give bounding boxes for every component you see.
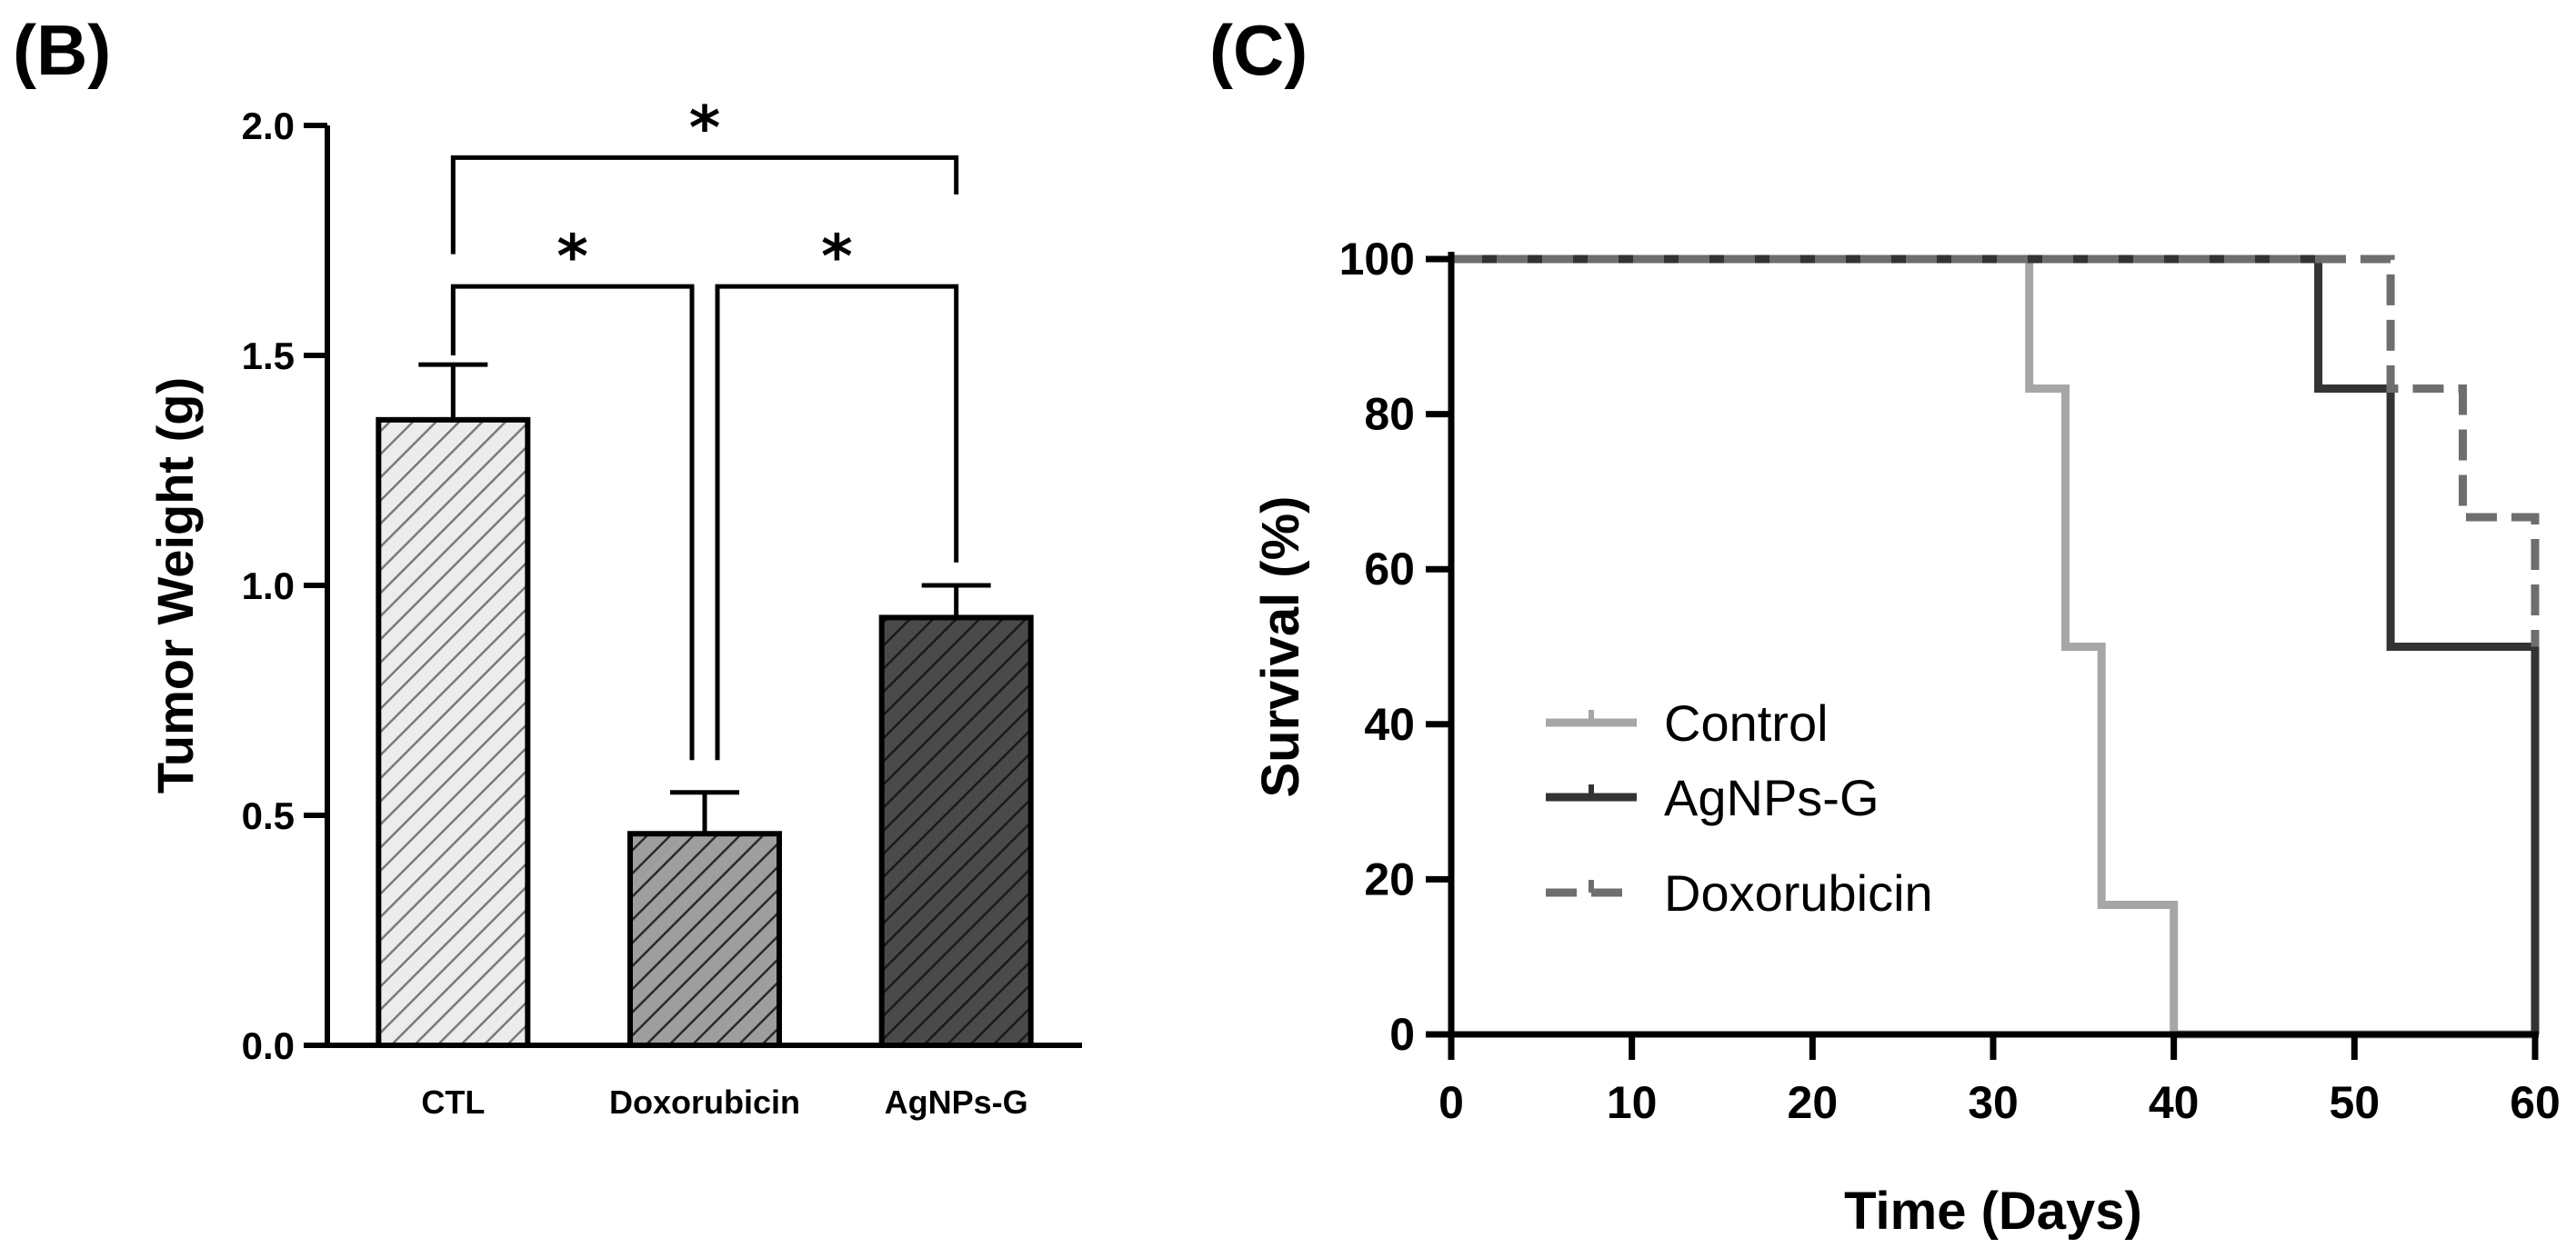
survival-chart: 0 20 40 60 80 100 0 10 20 30 40 50 60 Time (Days) Surv… bbox=[1251, 234, 2561, 1241]
bar-y-tick-label: 0.0 bbox=[242, 1024, 295, 1067]
survival-line-doxorubicin bbox=[1451, 255, 2540, 647]
bar-y-tick-label: 0.5 bbox=[242, 794, 295, 837]
bar-y-tick-label: 2.0 bbox=[242, 105, 295, 147]
significance-bracket bbox=[450, 155, 959, 255]
bar-y-tick-label: 1.5 bbox=[242, 334, 295, 377]
legend-label-doxorubicin: Doxorubicin bbox=[1664, 864, 1933, 922]
survival-line-agnps-g bbox=[1451, 255, 2540, 1034]
significance-bracket bbox=[715, 284, 959, 761]
survival-x-tick-label: 10 bbox=[1607, 1077, 1658, 1128]
survival-x-tick-label: 20 bbox=[1788, 1077, 1839, 1128]
survival-y-tick-label: 100 bbox=[1339, 234, 1415, 285]
survival-legend: Control AgNPs-G Doxorubicin bbox=[1546, 694, 1933, 922]
legend-label-control: Control bbox=[1664, 694, 1829, 752]
bar-y-axis-title: Tumor Weight (g) bbox=[146, 377, 204, 794]
survival-x-tick-label: 40 bbox=[2149, 1077, 2200, 1128]
bar-agnps-g bbox=[878, 614, 1034, 1048]
survival-y-tick-label: 0 bbox=[1389, 1009, 1415, 1060]
survival-x-tick-label: 0 bbox=[1438, 1077, 1464, 1128]
bar-category-label: CTL bbox=[421, 1083, 485, 1121]
bar-category-label: AgNPs-G bbox=[885, 1083, 1028, 1121]
survival-x-tick-label: 60 bbox=[2510, 1077, 2561, 1128]
bar-y-tick-label: 1.0 bbox=[242, 564, 295, 607]
bar-chart: 0.0 0.5 1.0 1.5 2.0 Tumor Weight (g) CTL Doxoru… bbox=[146, 93, 1082, 1121]
significance-star: * bbox=[556, 222, 588, 292]
survival-x-tick-label: 30 bbox=[1968, 1077, 2019, 1128]
legend-label-agnps-g: AgNPs-G bbox=[1664, 769, 1879, 826]
survival-x-tick-label: 50 bbox=[2330, 1077, 2381, 1128]
bar-ctl bbox=[376, 416, 531, 1048]
survival-y-tick-label: 20 bbox=[1364, 854, 1415, 904]
survival-series-group bbox=[1451, 255, 2540, 1039]
bar-category-label: Doxorubicin bbox=[609, 1083, 800, 1121]
survival-y-tick-label: 40 bbox=[1364, 699, 1415, 750]
significance-bracket bbox=[450, 284, 695, 761]
bar-doxorubicin bbox=[627, 831, 782, 1048]
significance-star: * bbox=[821, 222, 853, 292]
panel-label-c: (C) bbox=[1209, 10, 1308, 90]
survival-y-tick-label: 60 bbox=[1364, 544, 1415, 594]
panel-label-b: (B) bbox=[13, 10, 111, 90]
survival-y-axis-title: Survival (%) bbox=[1251, 496, 1310, 798]
survival-y-tick-label: 80 bbox=[1364, 389, 1415, 440]
significance-star: * bbox=[689, 93, 721, 163]
survival-x-axis-title: Time (Days) bbox=[1844, 1182, 2142, 1241]
survival-line-control bbox=[1451, 255, 2535, 1039]
